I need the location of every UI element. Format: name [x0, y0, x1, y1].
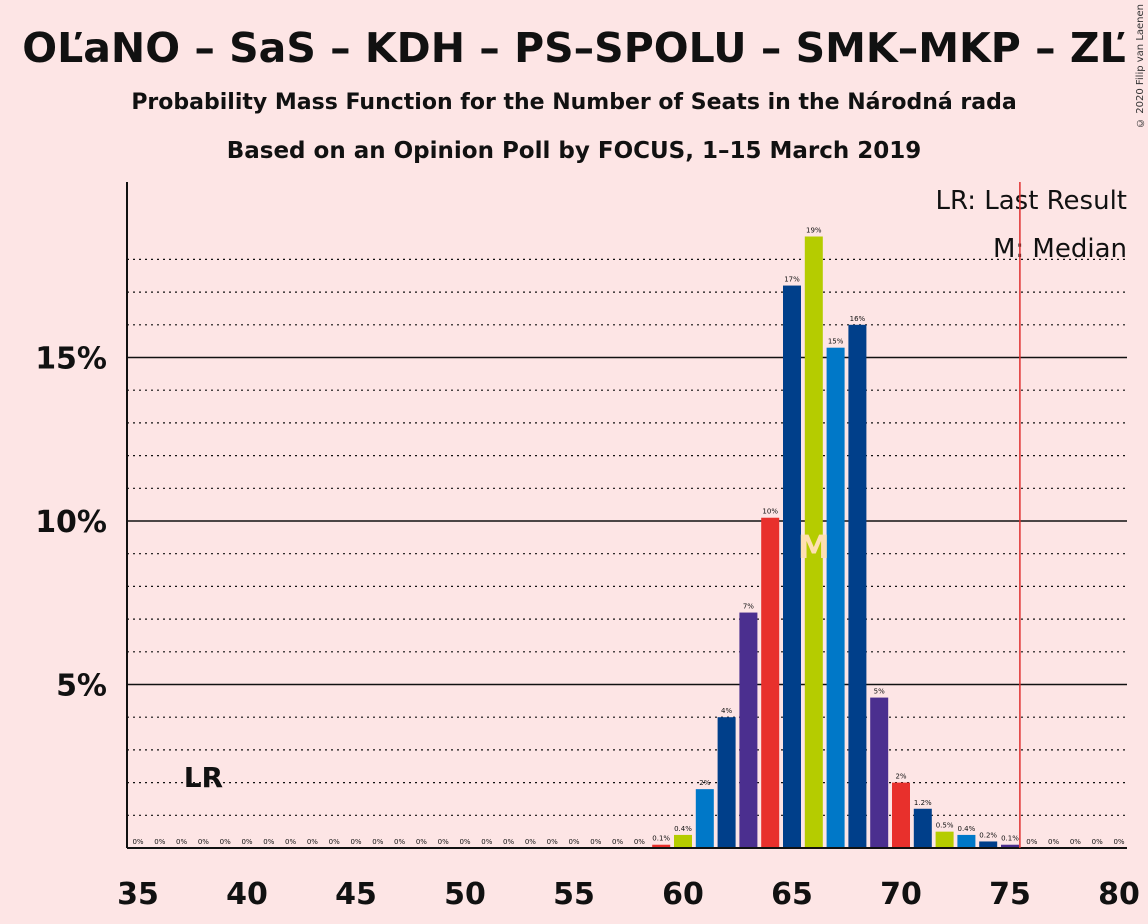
- bar-value-label: 0%: [503, 838, 514, 846]
- y-tick-label: 5%: [56, 669, 107, 704]
- seat-bar: [848, 324, 867, 848]
- bar-value-label: 4%: [721, 707, 732, 715]
- bar-value-label: 0%: [307, 838, 318, 846]
- x-tick-label: 65: [771, 877, 813, 912]
- chart-subtitle: Probability Mass Function for the Number…: [131, 90, 1017, 115]
- seat-bar: [826, 347, 845, 848]
- chart-title: OĽaNO – SaS – KDH – PS–SPOLU – SMK–MKP –…: [22, 24, 1126, 72]
- seat-bar: [913, 808, 932, 848]
- last-result-marker: LR: [184, 761, 223, 794]
- bar-value-label: 0%: [220, 838, 231, 846]
- bar-value-label: 0.2%: [979, 831, 997, 839]
- bar-value-label: 0%: [416, 838, 427, 846]
- bar-value-label: 0%: [198, 838, 209, 846]
- bar-value-label: 0%: [634, 838, 645, 846]
- bar-value-label: 19%: [806, 227, 822, 235]
- x-tick-label: 55: [553, 877, 595, 912]
- seat-bar: [870, 697, 889, 848]
- seat-bar: [804, 236, 823, 848]
- poll-info: Based on an Opinion Poll by FOCUS, 1–15 …: [226, 138, 922, 164]
- axes: 5% 10% 15% 35 40 45 50 55 60 65 70 75 80: [35, 182, 1140, 912]
- bar-value-label: 7%: [743, 603, 754, 611]
- gridlines: [127, 258, 1127, 816]
- bar-value-label: 0%: [459, 838, 470, 846]
- seat-bar: [935, 831, 954, 848]
- y-tick-label: 15%: [35, 342, 107, 377]
- overlays: LR: Last Result M: Median LR M: [184, 182, 1127, 848]
- x-tick-label: 35: [117, 877, 159, 912]
- seat-bar: [783, 285, 801, 848]
- bar-value-label: 0%: [372, 838, 383, 846]
- bar-value-label: 0%: [612, 838, 623, 846]
- seat-bar: [717, 717, 736, 848]
- bar-value-label: 0%: [547, 838, 558, 846]
- bar-value-label: 0%: [329, 838, 340, 846]
- bar-value-label: 5%: [874, 688, 885, 696]
- bar-value-label: 0.1%: [1001, 835, 1019, 843]
- x-tick-label: 80: [1098, 877, 1140, 912]
- legend-median: M: Median: [993, 234, 1127, 264]
- median-marker: M: [798, 528, 830, 566]
- x-tick-label: 70: [880, 877, 922, 912]
- seat-bar: [892, 782, 910, 848]
- bar-value-label: 0%: [154, 838, 165, 846]
- bar-value-label: 0%: [438, 838, 449, 846]
- bar-value-label: 0%: [263, 838, 274, 846]
- bar-value-label: 0%: [525, 838, 536, 846]
- bar-value-label: 0%: [568, 838, 579, 846]
- x-tick-label: 60: [662, 877, 704, 912]
- seat-bar: [695, 789, 714, 848]
- bar-value-label: 0.5%: [936, 822, 954, 830]
- bar-value-label: 2%: [895, 773, 906, 781]
- seat-bar: [761, 517, 780, 848]
- bar-value-label: 16%: [850, 315, 866, 323]
- x-tick-label: 75: [989, 877, 1031, 912]
- x-tick-label: 40: [226, 877, 268, 912]
- bar-value-label: 0%: [241, 838, 252, 846]
- seat-bar: [739, 612, 758, 848]
- bar-value-label: 15%: [828, 338, 844, 346]
- seat-bar: [1001, 844, 1019, 848]
- seat-bar: [674, 834, 692, 848]
- bar-value-label: 0%: [1092, 838, 1103, 846]
- bar-value-label: 0%: [394, 838, 405, 846]
- seat-bar: [979, 841, 998, 848]
- bar-value-label: 0%: [285, 838, 296, 846]
- bars: 0% 0% 0% 0% 0% 0% 0% 0% 0% 0% 0% 0% 0% 0% 0% 0% 0% 0% 0% 0%…: [132, 227, 1125, 848]
- bar-value-label: 0.1%: [652, 835, 670, 843]
- bar-value-label: 17%: [784, 276, 800, 284]
- bar-value-label: 0%: [176, 838, 187, 846]
- bar-value-label: 0%: [1113, 838, 1124, 846]
- seat-bar: [957, 834, 976, 848]
- seat-bar: [652, 844, 671, 848]
- bar-value-label: 0%: [590, 838, 601, 846]
- x-tick-label: 50: [444, 877, 486, 912]
- bar-value-label: 0%: [1026, 838, 1037, 846]
- bar-value-label: 0%: [350, 838, 361, 846]
- bar-value-label: 0%: [1070, 838, 1081, 846]
- bar-value-label: 10%: [762, 508, 778, 516]
- legend-last-result: LR: Last Result: [935, 186, 1127, 216]
- bar-value-label: 0.4%: [958, 825, 976, 833]
- bar-value-label: 0%: [481, 838, 492, 846]
- y-tick-label: 10%: [35, 505, 107, 540]
- bar-value-label: 1.2%: [914, 799, 932, 807]
- bar-value-label: 2%: [699, 779, 710, 787]
- x-tick-label: 45: [335, 877, 377, 912]
- bar-value-label: 0.4%: [674, 825, 692, 833]
- bar-value-label: 0%: [132, 838, 143, 846]
- bar-value-label: 0%: [1048, 838, 1059, 846]
